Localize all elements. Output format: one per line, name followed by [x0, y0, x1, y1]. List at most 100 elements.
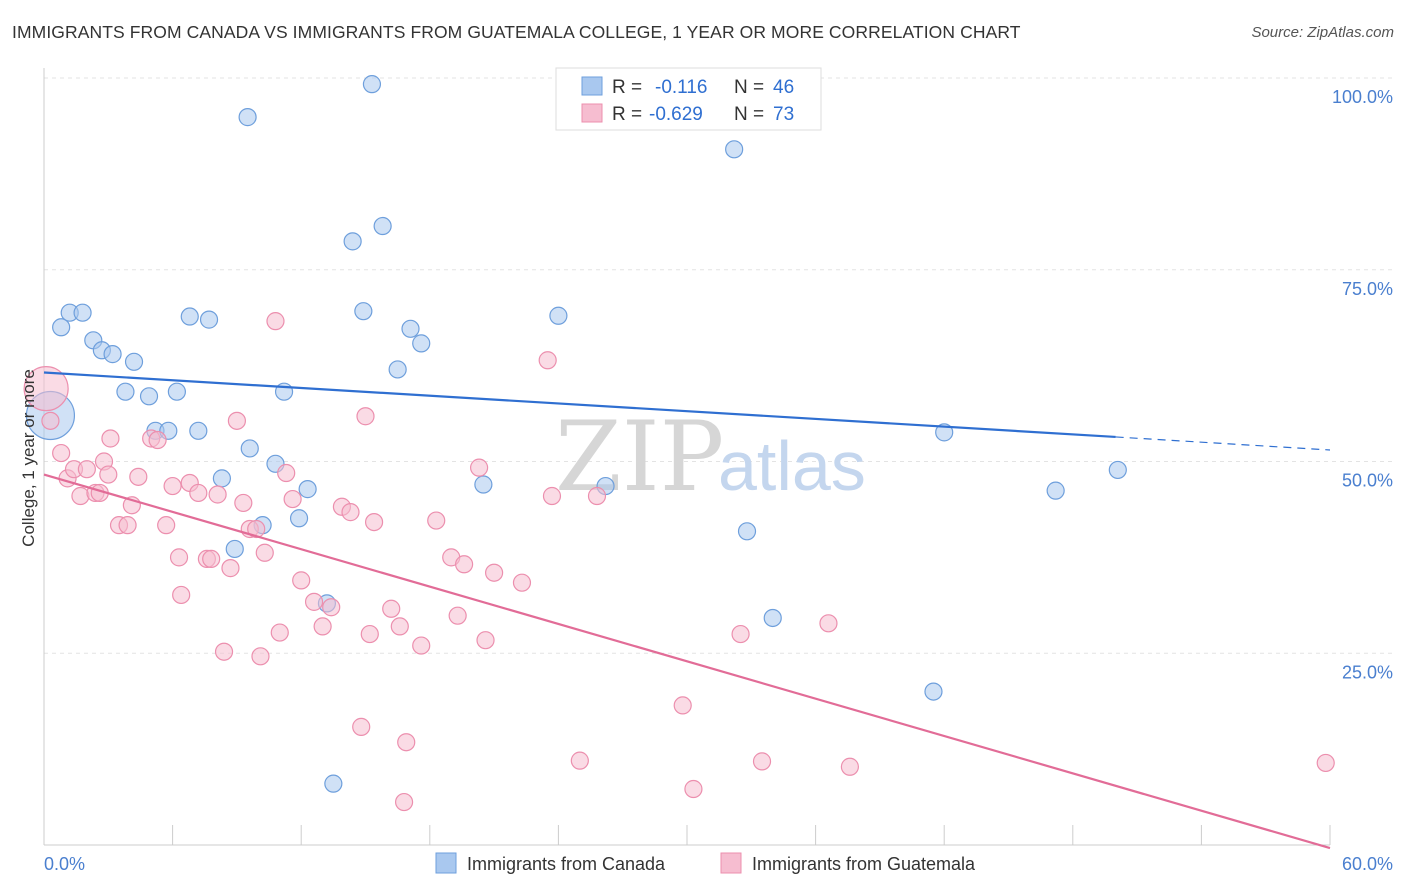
series-1-point-5	[71, 486, 90, 506]
series-0-point-40	[737, 522, 757, 541]
series-1-point-70	[819, 614, 838, 633]
stats-r-label-guatemala: R =	[612, 104, 642, 125]
series-0-point-6	[103, 345, 122, 364]
series-1-point-66	[673, 696, 692, 715]
series-0-point-15	[199, 310, 219, 329]
series-1-point-36	[270, 623, 289, 642]
trend-lines	[43, 371, 1331, 850]
watermark-zip: ZIP	[555, 401, 724, 513]
series-1-point-69	[752, 752, 772, 771]
series-1-point-10	[99, 465, 118, 484]
series-1-point-50	[390, 617, 409, 636]
series-0-point-16	[212, 469, 231, 488]
series-1-point-47	[356, 407, 375, 426]
watermark: ZIP atlas	[555, 401, 866, 513]
series-1-point-2	[52, 443, 71, 463]
series-1-point-63	[542, 486, 562, 506]
series-0-point-33	[412, 334, 431, 353]
series-0-point-7	[116, 382, 135, 401]
series-0-point-3	[73, 303, 92, 322]
series-1-point-26	[208, 485, 227, 504]
series-1-point-57	[454, 555, 474, 574]
series-0-point-26	[324, 774, 343, 793]
series-1-point-56	[448, 606, 467, 625]
trend-line-extension-0	[1115, 436, 1331, 451]
legend-swatch-guatemala	[720, 852, 742, 874]
legend-swatch-canada	[435, 852, 457, 874]
series-1-point-62	[538, 351, 557, 370]
tick-labels: 100.0% 75.0% 50.0% 25.0% 0.0% 60.0%	[44, 87, 1393, 874]
series-0-point-45	[1108, 460, 1127, 480]
trend-line-0	[43, 371, 1116, 439]
series-0-point-42	[935, 423, 954, 442]
stats-n-label-guatemala: N =	[734, 104, 764, 125]
series-0-point-28	[354, 302, 373, 321]
y-axis-label: College, 1 year or more	[19, 369, 38, 547]
series-1-point-34	[255, 543, 274, 562]
series-1-point-11	[101, 429, 120, 448]
series-0-point-27	[343, 232, 362, 251]
series-0-point-32	[401, 319, 420, 338]
series-0-point-13	[180, 307, 199, 326]
axes	[43, 68, 1331, 846]
series-1-point-32	[247, 519, 266, 539]
series-1-point-59	[476, 631, 495, 650]
series-1-point-17	[148, 430, 167, 450]
y-tick-label-3: 25.0%	[1342, 662, 1393, 682]
stats-box: R = -0.116 N = 46 R = -0.629 N = 73	[555, 67, 822, 131]
chart-title: IMMIGRANTS FROM CANADA VS IMMIGRANTS FRO…	[12, 22, 1021, 42]
stats-n-label-canada: N =	[734, 77, 764, 98]
series-0-point-8	[124, 352, 144, 371]
series-1-point-54	[427, 511, 446, 530]
series-1-point-19	[163, 476, 182, 496]
series-1-point-39	[292, 571, 311, 590]
series-1-point-1	[41, 411, 60, 430]
series-1-point-49	[382, 599, 401, 618]
series-1-point-42	[322, 598, 341, 617]
series-1-point-0	[23, 366, 69, 412]
y-tick-label-0: 100.0%	[1332, 87, 1393, 107]
stats-swatch-guatemala	[581, 103, 603, 123]
series-1-point-35	[266, 312, 285, 331]
series-0-point-35	[549, 306, 568, 325]
series-1-points	[23, 312, 1335, 812]
stats-n-value-guatemala: 73	[773, 104, 794, 125]
series-1-point-64	[570, 751, 589, 770]
series-0-point-24	[298, 480, 317, 499]
series-1-point-18	[157, 516, 176, 535]
x-tick-label-1: 60.0%	[1342, 854, 1393, 874]
series-0-point-17	[225, 539, 244, 559]
series-0-point-41	[763, 608, 782, 628]
y-tick-label-2: 50.0%	[1342, 471, 1393, 491]
series-0-point-19	[240, 439, 259, 458]
series-0-point-23	[289, 509, 309, 528]
series-0-point-43	[924, 682, 943, 701]
watermark-atlas: atlas	[718, 427, 866, 505]
series-1-point-61	[512, 573, 532, 592]
series-0-point-39	[725, 140, 744, 159]
series-1-point-20	[169, 548, 189, 567]
series-1-point-28	[221, 559, 240, 578]
series-1-point-38	[283, 489, 302, 509]
stats-r-label-canada: R =	[612, 77, 642, 98]
series-1-point-51	[397, 733, 416, 752]
series-1-point-40	[304, 592, 324, 611]
series-0-point-14	[189, 421, 208, 440]
series-0-point-9	[139, 387, 159, 406]
series-1-point-6	[77, 460, 96, 479]
series-1-point-44	[341, 503, 360, 522]
series-0-point-34	[474, 475, 493, 494]
series-1-point-46	[360, 624, 379, 644]
series-0-point-30	[373, 216, 392, 236]
stats-r-value-guatemala: -0.629	[649, 104, 703, 125]
series-1-point-71	[840, 757, 859, 776]
series-1-point-30	[234, 493, 253, 513]
series-1-point-60	[485, 563, 504, 582]
series-1-point-58	[469, 458, 489, 477]
grid-lines	[44, 77, 1395, 654]
series-1-point-53	[412, 636, 431, 655]
series-0-point-1	[52, 318, 71, 337]
series-1-point-68	[731, 624, 750, 644]
legend-label-guatemala: Immigrants from Guatemala	[752, 854, 976, 874]
